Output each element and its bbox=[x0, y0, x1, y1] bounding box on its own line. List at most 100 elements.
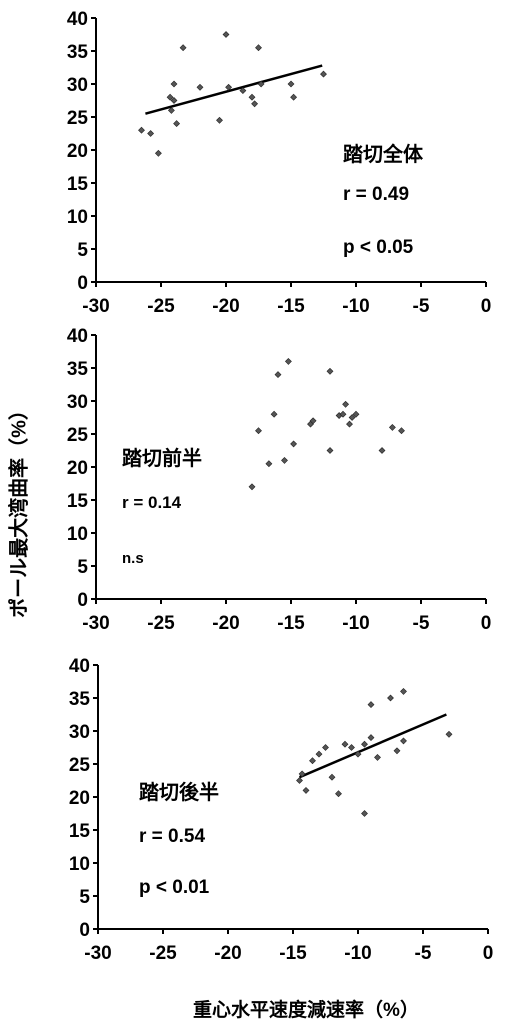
data-point bbox=[328, 773, 336, 781]
data-point bbox=[348, 744, 355, 751]
data-point bbox=[398, 427, 405, 435]
data-point bbox=[346, 420, 353, 428]
data-point bbox=[248, 483, 256, 491]
x-tick-label: -10 bbox=[342, 296, 369, 317]
y-tick-label: 40 bbox=[67, 9, 88, 30]
x-tick-label: -20 bbox=[214, 943, 241, 964]
data-point bbox=[320, 70, 327, 78]
data-point bbox=[393, 747, 401, 755]
data-point bbox=[322, 744, 329, 751]
chart-annotation: r = 0.54 bbox=[139, 826, 205, 847]
data-point bbox=[138, 126, 145, 134]
data-point bbox=[326, 367, 334, 375]
data-point bbox=[290, 93, 298, 101]
data-point bbox=[265, 460, 273, 468]
data-point bbox=[170, 80, 178, 88]
y-tick-label: 40 bbox=[67, 326, 88, 347]
y-tick-label: 0 bbox=[77, 590, 88, 611]
data-point bbox=[387, 694, 394, 702]
data-point bbox=[281, 456, 288, 464]
y-tick-label: 20 bbox=[67, 141, 88, 162]
y-tick-label: 5 bbox=[77, 240, 88, 261]
data-point bbox=[335, 790, 342, 798]
x-tick-label: -5 bbox=[413, 296, 430, 317]
y-tick-label: 20 bbox=[67, 458, 88, 479]
y-tick-label: 35 bbox=[67, 359, 89, 380]
data-point bbox=[326, 447, 334, 454]
x-tick-label: -15 bbox=[277, 613, 305, 634]
data-point bbox=[290, 440, 298, 448]
y-tick-label: 25 bbox=[67, 108, 89, 129]
y-axis-label: ポール最大湾曲率（%） bbox=[6, 400, 30, 618]
x-tick-label: -30 bbox=[84, 943, 111, 964]
data-point bbox=[309, 417, 317, 425]
y-tick-label: 15 bbox=[67, 491, 89, 512]
data-point bbox=[309, 757, 316, 765]
data-point bbox=[166, 93, 174, 101]
x-tick-label: 0 bbox=[481, 613, 492, 634]
data-point bbox=[287, 80, 295, 88]
x-tick-label: -25 bbox=[149, 943, 177, 964]
chart-panel-3: 0 5 10 15 20 25 30 35 40 -30 -25 -20 -15 -10 -5 0 踏切後半 r … bbox=[69, 656, 493, 964]
regression-line bbox=[299, 713, 447, 779]
data-point bbox=[284, 357, 292, 365]
data-point bbox=[173, 120, 181, 128]
chart-annotation: p < 0.01 bbox=[139, 877, 210, 898]
data-point bbox=[378, 447, 386, 454]
data-point bbox=[400, 687, 407, 695]
data-point bbox=[341, 740, 349, 748]
data-point bbox=[167, 106, 175, 114]
x-tick-label: 0 bbox=[483, 943, 494, 964]
data-point bbox=[296, 777, 303, 784]
y-tick-label: 0 bbox=[79, 920, 90, 941]
data-point bbox=[342, 400, 350, 408]
data-point bbox=[348, 414, 356, 421]
data-point bbox=[179, 44, 187, 52]
data-point bbox=[352, 410, 360, 418]
chart-annotation: 踏切前半 bbox=[122, 446, 202, 470]
data-point bbox=[196, 83, 204, 91]
y-tick-label: 35 bbox=[69, 689, 91, 710]
x-tick-label: -25 bbox=[147, 613, 175, 634]
chart-annotation: r = 0.14 bbox=[122, 493, 182, 512]
data-point bbox=[367, 701, 375, 709]
x-tick-label: -25 bbox=[147, 296, 175, 317]
data-point bbox=[222, 31, 230, 38]
x-tick-label: -5 bbox=[413, 613, 430, 634]
data-point bbox=[147, 130, 155, 137]
data-point bbox=[251, 100, 259, 108]
y-tick-label: 10 bbox=[67, 524, 88, 545]
data-point bbox=[367, 734, 375, 742]
data-point bbox=[361, 810, 368, 817]
data-point bbox=[361, 740, 368, 748]
data-point bbox=[216, 116, 223, 124]
data-point bbox=[255, 427, 262, 435]
x-tick-label: -15 bbox=[277, 296, 305, 317]
data-point bbox=[298, 770, 306, 778]
chart-panel-1: 0 5 10 15 20 25 30 35 40 -30 -25 -20 -15 -10 -5 0 踏切全体 r … bbox=[67, 9, 491, 317]
y-tick-label: 15 bbox=[67, 174, 89, 195]
data-point bbox=[239, 87, 247, 95]
y-tick-label: 40 bbox=[69, 656, 90, 677]
chart-panel-2: 0 5 10 15 20 25 30 35 40 -30 -25 -20 -15 -10 -5 0 踏切前半 r … bbox=[67, 326, 491, 634]
x-tick-label: 0 bbox=[481, 296, 492, 317]
y-tick-label: 15 bbox=[69, 821, 91, 842]
chart-annotation: r = 0.49 bbox=[343, 184, 409, 205]
y-tick-label: 10 bbox=[67, 207, 88, 228]
data-point bbox=[257, 80, 265, 88]
x-tick-label: -15 bbox=[279, 943, 307, 964]
chart-annotation: p < 0.05 bbox=[343, 237, 414, 258]
chart-annotation: n.s bbox=[122, 550, 144, 567]
data-point bbox=[225, 83, 233, 91]
data-point bbox=[388, 423, 396, 431]
data-point bbox=[270, 410, 278, 418]
x-tick-label: -20 bbox=[212, 296, 239, 317]
chart-annotation: 踏切後半 bbox=[139, 780, 219, 804]
y-tick-label: 30 bbox=[69, 722, 90, 743]
y-tick-label: 5 bbox=[77, 557, 88, 578]
y-tick-label: 10 bbox=[69, 854, 90, 875]
data-point bbox=[154, 149, 162, 157]
y-tick-label: 20 bbox=[69, 788, 90, 809]
data-point bbox=[274, 371, 282, 379]
